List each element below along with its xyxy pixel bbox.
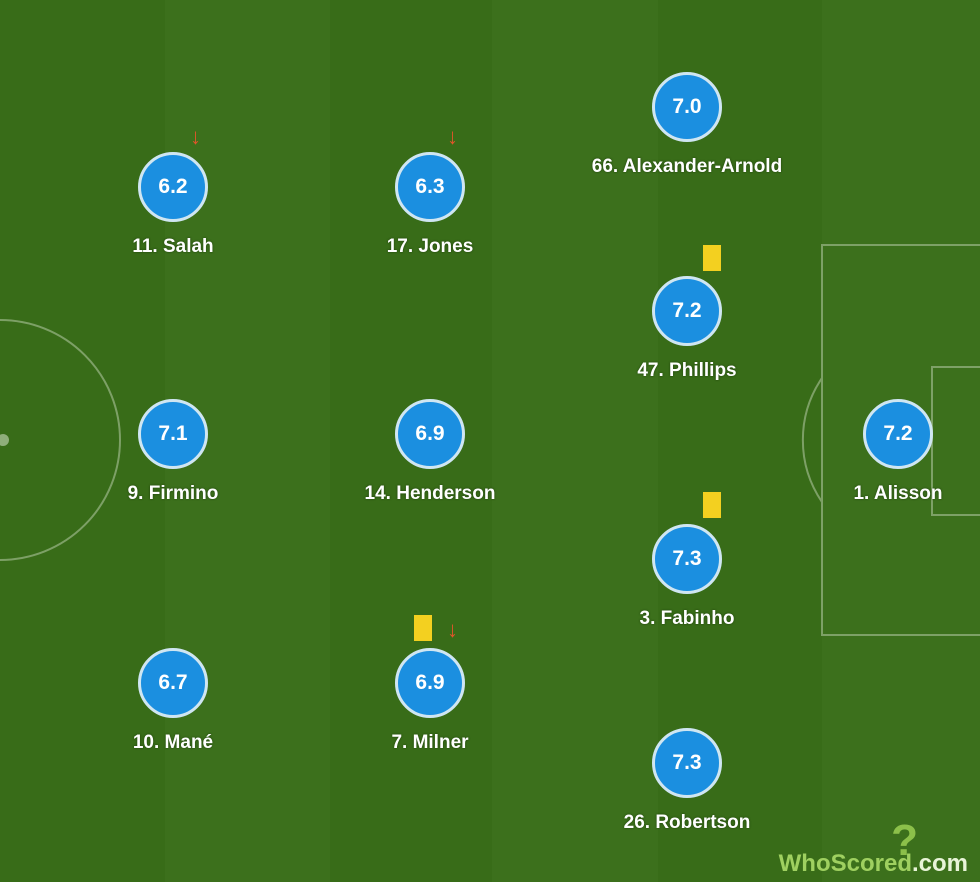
player-name: 11. Salah xyxy=(132,236,214,257)
sub-off-arrow-icon: ↓ xyxy=(447,617,458,642)
center-circle xyxy=(0,319,121,561)
yellow-card-icon xyxy=(703,492,721,518)
player-name: 26. Robertson xyxy=(623,812,751,833)
player-jones[interactable]: 6.3 17. Jones xyxy=(310,152,550,258)
rating-badge: 6.9 xyxy=(395,648,465,718)
player-name: 7. Milner xyxy=(391,732,469,753)
player-phillips[interactable]: 7.2 47. Phillips xyxy=(567,276,807,382)
player-alisson[interactable]: 7.2 1. Alisson xyxy=(778,399,980,505)
rating-badge: 7.2 xyxy=(863,399,933,469)
rating-badge: 7.2 xyxy=(652,276,722,346)
rating-badge: 7.0 xyxy=(652,72,722,142)
player-name: 3. Fabinho xyxy=(639,608,735,629)
player-name: 66. Alexander-Arnold xyxy=(591,156,783,177)
player-robertson[interactable]: 7.3 26. Robertson xyxy=(567,728,807,834)
rating-badge: 7.3 xyxy=(652,728,722,798)
yellow-card-icon xyxy=(703,245,721,271)
rating-badge: 6.7 xyxy=(138,648,208,718)
player-salah[interactable]: 6.2 11. Salah xyxy=(53,152,293,258)
player-name: 1. Alisson xyxy=(853,483,943,504)
player-milner[interactable]: 6.9 7. Milner xyxy=(310,648,550,754)
player-alexander-arnold[interactable]: 7.0 66. Alexander-Arnold xyxy=(567,72,807,178)
player-henderson[interactable]: 6.9 14. Henderson xyxy=(310,399,550,505)
rating-badge: 6.2 xyxy=(138,152,208,222)
player-name: 14. Henderson xyxy=(364,483,496,504)
player-name: 10. Mané xyxy=(132,732,214,753)
player-name: 17. Jones xyxy=(386,236,474,257)
player-fabinho[interactable]: 7.3 3. Fabinho xyxy=(567,524,807,630)
logo-text: WhoScored xyxy=(778,850,912,877)
player-mane[interactable]: 6.7 10. Mané xyxy=(53,648,293,754)
player-name: 9. Firmino xyxy=(127,483,219,504)
center-spot xyxy=(0,434,9,446)
rating-badge: 6.9 xyxy=(395,399,465,469)
player-name: 47. Phillips xyxy=(637,360,737,381)
whoscored-logo: ? WhoScored.com xyxy=(778,816,968,878)
penalty-box xyxy=(821,244,980,636)
sub-off-arrow-icon: ↓ xyxy=(447,124,458,149)
penalty-arc xyxy=(801,377,823,503)
rating-badge: 7.1 xyxy=(138,399,208,469)
yellow-card-icon xyxy=(414,615,432,641)
rating-badge: 7.3 xyxy=(652,524,722,594)
question-mark-icon: ? xyxy=(891,816,918,865)
rating-badge: 6.3 xyxy=(395,152,465,222)
sub-off-arrow-icon: ↓ xyxy=(190,124,201,149)
player-firmino[interactable]: 7.1 9. Firmino xyxy=(53,399,293,505)
logo-suffix: .com xyxy=(911,850,968,877)
